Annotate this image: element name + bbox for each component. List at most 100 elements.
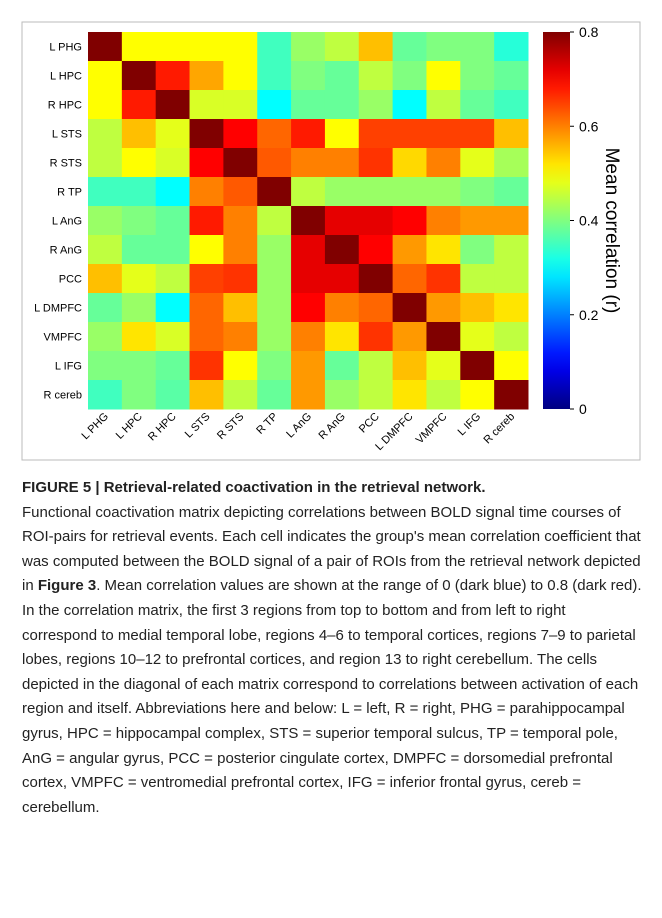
row-label: VMPFC xyxy=(44,332,83,344)
cell xyxy=(324,61,360,91)
cell xyxy=(494,61,529,91)
cell xyxy=(392,380,427,410)
cell xyxy=(494,264,529,294)
cell xyxy=(460,322,495,352)
cell xyxy=(155,235,191,265)
cell xyxy=(324,177,360,207)
cell xyxy=(460,351,495,381)
cell xyxy=(155,351,191,381)
colorbar-tick-label: 0.8 xyxy=(579,24,599,40)
cell xyxy=(324,206,360,236)
col-label: VMPFC xyxy=(414,411,450,447)
row-label: R cereb xyxy=(43,390,82,402)
cell xyxy=(223,235,258,265)
cell xyxy=(223,148,258,178)
cell xyxy=(257,148,292,178)
cell xyxy=(460,148,495,178)
cell xyxy=(358,351,394,381)
cell xyxy=(257,293,292,323)
row-label: R HPC xyxy=(48,100,82,112)
cell xyxy=(189,322,224,352)
col-label: R TP xyxy=(254,411,280,437)
cell xyxy=(460,380,495,410)
cell xyxy=(426,380,461,410)
cell xyxy=(223,264,258,294)
row-label: L AnG xyxy=(52,216,82,228)
cell xyxy=(392,293,427,323)
cell xyxy=(358,206,394,236)
cell xyxy=(494,235,529,265)
cell xyxy=(257,380,292,410)
colorbar-tick-label: 0.4 xyxy=(579,213,599,229)
cell xyxy=(257,206,292,236)
cell xyxy=(392,90,427,120)
cell xyxy=(121,177,157,207)
cell xyxy=(291,351,326,381)
cell xyxy=(121,322,157,352)
cell xyxy=(494,380,529,410)
cell xyxy=(155,206,191,236)
cell xyxy=(88,206,123,236)
cell xyxy=(257,264,292,294)
cell xyxy=(155,61,191,91)
cell xyxy=(426,351,461,381)
cell xyxy=(88,322,123,352)
cell xyxy=(324,380,360,410)
cell xyxy=(291,90,326,120)
cell xyxy=(88,177,123,207)
cell xyxy=(494,322,529,352)
col-label: R STS xyxy=(215,411,246,442)
cell xyxy=(291,177,326,207)
row-label: L STS xyxy=(52,129,82,141)
cell xyxy=(88,264,123,294)
col-label: R HPC xyxy=(146,411,179,444)
cell xyxy=(358,61,394,91)
cell xyxy=(223,177,258,207)
cell xyxy=(460,32,495,62)
cell xyxy=(460,206,495,236)
cell xyxy=(121,32,157,62)
cell xyxy=(223,119,258,149)
cell xyxy=(155,293,191,323)
cell xyxy=(257,322,292,352)
col-label: PCC xyxy=(357,411,382,436)
row-label: R STS xyxy=(50,158,82,170)
cell xyxy=(189,119,224,149)
caption: FIGURE 5 | Retrieval-related coactivatio… xyxy=(22,476,644,820)
cell xyxy=(324,235,360,265)
cell xyxy=(257,61,292,91)
cell xyxy=(121,119,157,149)
cell xyxy=(291,148,326,178)
cell xyxy=(88,148,123,178)
cell xyxy=(88,32,123,62)
cell xyxy=(223,322,258,352)
cell xyxy=(223,351,258,381)
cell xyxy=(494,351,529,381)
cell xyxy=(189,32,224,62)
colorbar-tick-label: 0.6 xyxy=(579,118,599,134)
cell xyxy=(392,351,427,381)
col-label: L IFG xyxy=(456,411,484,439)
col-label: L STS xyxy=(183,411,213,441)
cell xyxy=(324,293,360,323)
col-label: L PHG xyxy=(80,411,112,443)
cell xyxy=(291,264,326,294)
cell xyxy=(88,380,123,410)
colorbar-tick-label: 0.2 xyxy=(579,307,599,323)
col-label: L AnG xyxy=(284,411,314,441)
cell xyxy=(358,235,394,265)
cell xyxy=(223,90,258,120)
cell xyxy=(155,380,191,410)
col-label: R AnG xyxy=(317,411,348,442)
cell xyxy=(392,32,427,62)
cell xyxy=(121,148,157,178)
cell xyxy=(88,61,123,91)
cell xyxy=(223,32,258,62)
cell xyxy=(223,61,258,91)
cell xyxy=(257,119,292,149)
cell xyxy=(257,90,292,120)
cell xyxy=(426,32,461,62)
col-label: L DMPFC xyxy=(373,411,415,453)
cell xyxy=(121,90,157,120)
cell xyxy=(460,235,495,265)
